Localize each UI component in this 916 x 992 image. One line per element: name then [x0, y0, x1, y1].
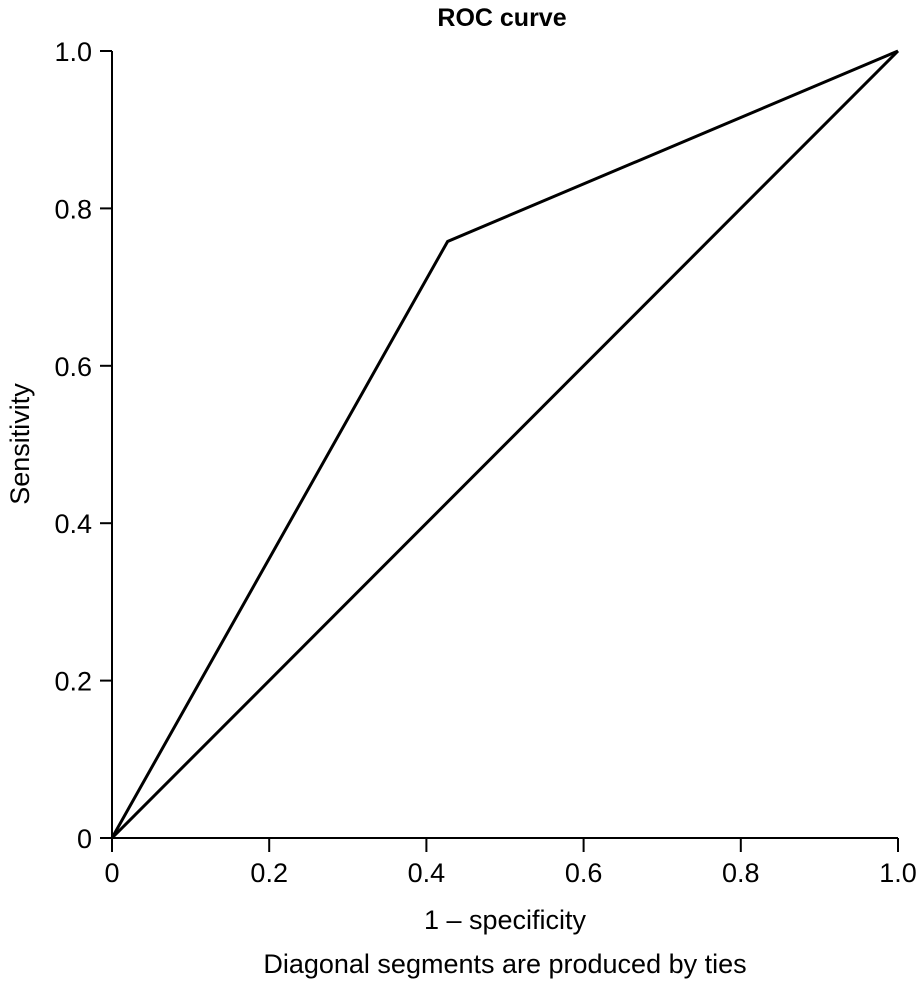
- x-tick-label: 0: [104, 858, 119, 888]
- y-tick-label: 1.0: [54, 37, 92, 67]
- tick-marks: 0 0.2 0.4 0.6 0.8 1.0 0 0.2 0.4 0.6 0.8 1.0: [54, 37, 916, 888]
- x-tick-label: 0.2: [250, 858, 288, 888]
- axes: [111, 51, 898, 852]
- x-axis-label: 1 – specificity: [424, 905, 587, 935]
- y-tick-label: 0.8: [54, 194, 92, 224]
- series-lines: [110, 49, 900, 840]
- x-tick-label: 0.8: [722, 858, 760, 888]
- chart-title: ROC curve: [437, 4, 566, 32]
- y-tick-label: 0: [77, 824, 92, 854]
- reference-diagonal-line: [110, 49, 900, 840]
- x-tick-label: 1.0: [879, 858, 916, 888]
- y-tick-label: 0.6: [54, 352, 92, 382]
- y-axis-label: Sensitivity: [5, 383, 35, 505]
- roc-curve-line: [110, 49, 899, 839]
- x-tick-label: 0.4: [408, 858, 446, 888]
- y-tick-label: 0.4: [54, 509, 92, 539]
- chart-footnote: Diagonal segments are produced by ties: [263, 949, 746, 979]
- y-tick-label: 0.2: [54, 667, 92, 697]
- x-tick-label: 0.6: [565, 858, 603, 888]
